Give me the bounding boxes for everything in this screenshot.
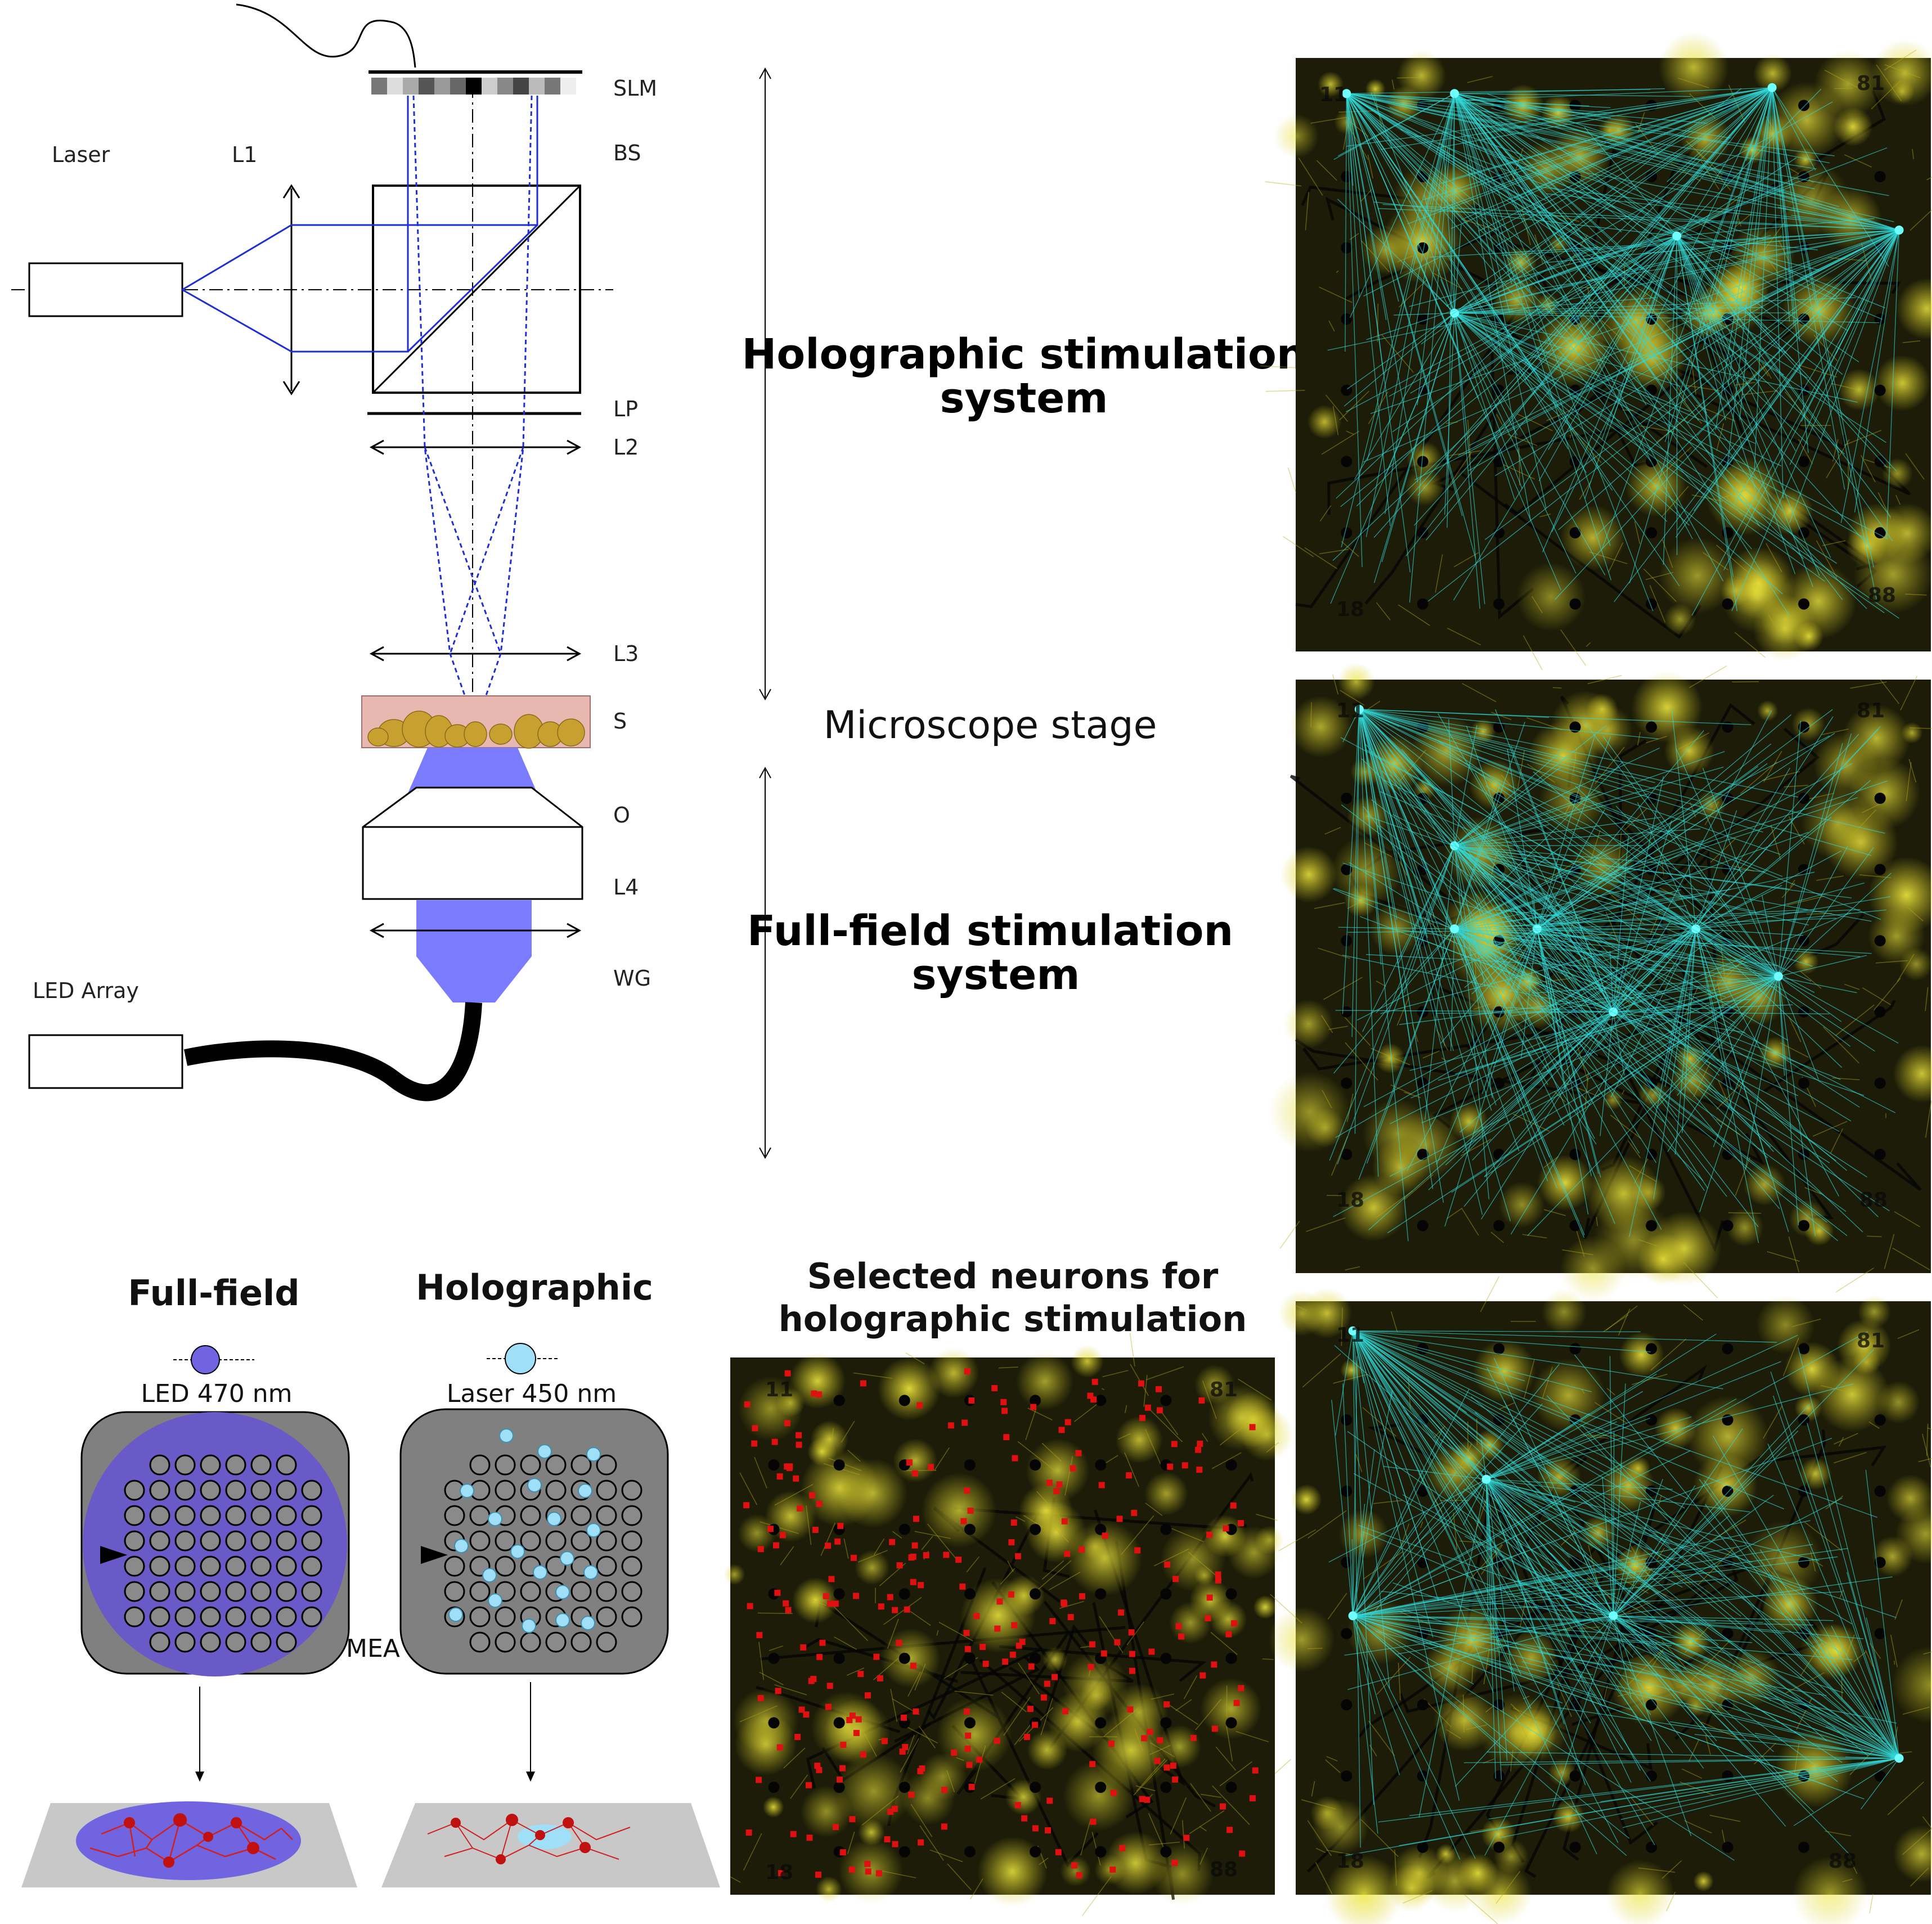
led-light-bottom <box>416 900 532 1003</box>
label-l4: L4 <box>613 875 639 900</box>
svg-text:81: 81 <box>1857 699 1885 722</box>
full-field-title: Full-field <box>128 1273 299 1314</box>
l4-lens <box>369 923 582 938</box>
label-o: O <box>613 803 630 828</box>
laser-beam <box>182 96 538 353</box>
svg-text:11: 11 <box>1319 83 1347 106</box>
l2-lens <box>369 439 582 455</box>
label-led-array: LED Array <box>33 978 139 1003</box>
objective <box>362 786 583 900</box>
mea-electrodes-holographic <box>444 1428 642 1653</box>
led-array-box <box>28 1034 183 1089</box>
label-lp: LP <box>613 397 638 421</box>
svg-text:88: 88 <box>1828 1850 1857 1873</box>
label-wg: WG <box>613 966 651 991</box>
waveguide <box>183 1002 482 1102</box>
svg-text:11: 11 <box>1336 699 1364 722</box>
label-l1: L1 <box>232 142 257 167</box>
svg-text:88: 88 <box>1868 584 1896 607</box>
label-l2: L2 <box>613 435 639 460</box>
svg-text:11: 11 <box>1336 1324 1364 1347</box>
svg-text:81: 81 <box>1857 72 1885 95</box>
holographic-title: Holographic <box>416 1267 653 1308</box>
laser-box <box>28 262 183 317</box>
svg-text:11: 11 <box>765 1378 793 1401</box>
beam-splitter <box>372 185 581 394</box>
label-laser: Laser <box>52 142 110 167</box>
arrowhead-marker-holographic <box>421 1546 448 1564</box>
svg-text:18: 18 <box>1336 1189 1364 1212</box>
laser-source-icon <box>505 1343 536 1374</box>
focused-beam <box>412 95 533 726</box>
led-wavelength-label: LED 470 nm <box>141 1379 293 1408</box>
sample-cells <box>367 711 585 749</box>
svg-text:88: 88 <box>1210 1858 1238 1881</box>
label-slm: SLM <box>613 76 657 101</box>
l3-lens <box>369 646 582 662</box>
slm-cable <box>236 3 416 68</box>
selected-neurons-title: Selected neurons for holographic stimulat… <box>779 1256 1247 1339</box>
svg-text:88: 88 <box>1859 1189 1888 1212</box>
connectivity-micrograph-1: 11 81 18 88 <box>1260 32 1932 671</box>
label-bs: BS <box>613 141 641 165</box>
full-field-system-title: Full-field stimulation system <box>747 907 1233 999</box>
holographic-system-title: Holographic stimulation system <box>742 330 1306 422</box>
label-s: S <box>613 709 627 734</box>
connectivity-micrograph-2: 11 81 18 88 <box>1269 663 1932 1302</box>
svg-text:81: 81 <box>1210 1378 1238 1401</box>
laser-wavelength-label: Laser 450 nm <box>447 1379 617 1408</box>
microscope-stage-label: Microscope stage <box>824 703 1157 748</box>
selected-neurons-micrograph: 11 81 18 88 <box>724 1332 1294 1916</box>
connectivity-micrograph-3: 11 81 18 88 <box>1268 1276 1932 1924</box>
svg-text:81: 81 <box>1857 1329 1885 1352</box>
slm-pixels <box>371 78 576 95</box>
optical-setup: SLM BS Laser L1 LP L2 L3 S O L4 WG LED A… <box>11 3 657 1102</box>
arrowhead-marker-full-field <box>100 1546 127 1564</box>
label-l3: L3 <box>613 641 639 666</box>
system-extent-arrows <box>759 67 771 1159</box>
led-light-top <box>408 748 537 793</box>
mea-label: MEA <box>346 1634 400 1663</box>
led-source-icon <box>191 1345 220 1374</box>
holographic-schematic: Holographic Laser 450 nm <box>381 1267 720 1887</box>
svg-text:18: 18 <box>765 1861 793 1884</box>
mea-electrodes-full-field <box>124 1454 322 1653</box>
svg-text:18: 18 <box>1336 1850 1364 1873</box>
full-field-schematic: Full-field LED 470 nm MEA <box>21 1273 400 1887</box>
svg-text:18: 18 <box>1336 598 1364 621</box>
